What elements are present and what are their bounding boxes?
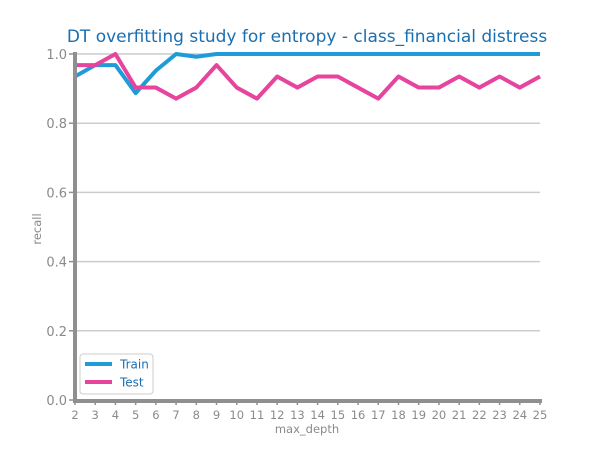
x-tick-label: 15 [331, 408, 346, 422]
x-tick-label: 9 [213, 408, 220, 422]
y-tick-label: 0.2 [46, 325, 67, 340]
x-ticks: 2 3 4 5 6 7 8 9 10 11 12 13 14 15 16 17 18 19 20 21 22 23 24 25 [71, 400, 547, 422]
y-tick-label: 0.6 [46, 186, 67, 201]
x-tick-label: 8 [193, 408, 200, 422]
y-axis-label: recall [30, 213, 44, 244]
x-tick-label: 24 [512, 408, 527, 422]
series-line-train [74, 52, 540, 96]
x-tick-label: 3 [92, 408, 99, 422]
y-tick-label: 1.0 [46, 48, 67, 63]
series-lines [74, 52, 541, 101]
x-tick-label: 12 [270, 408, 285, 422]
x-tick-label: 21 [452, 408, 467, 422]
x-tick-label: 23 [492, 408, 507, 422]
y-ticks: 0.0 0.2 0.4 0.6 0.8 1.0 [46, 48, 75, 409]
x-tick-label: 7 [172, 408, 179, 422]
y-tick-label: 0.8 [46, 117, 67, 132]
y-tick-label: 0.0 [46, 394, 67, 409]
x-tick-label: 10 [229, 408, 244, 422]
x-tick-label: 17 [371, 408, 386, 422]
series-line-test [75, 52, 541, 101]
x-tick-label: 19 [411, 408, 426, 422]
x-tick-label: 4 [112, 408, 119, 422]
x-tick-label: 20 [432, 408, 447, 422]
x-tick-label: 25 [533, 408, 548, 422]
x-tick-label: 18 [391, 408, 406, 422]
chart-title: DT overfitting study for entropy - class… [67, 27, 548, 47]
grid-lines [75, 53, 540, 401]
legend-label-test: Test [119, 376, 144, 390]
x-tick-label: 2 [71, 408, 78, 422]
x-axis-label: max_depth [275, 422, 339, 436]
x-tick-label: 11 [250, 408, 265, 422]
x-tick-label: 6 [152, 408, 159, 422]
x-tick-label: 13 [290, 408, 305, 422]
x-tick-label: 14 [310, 408, 325, 422]
x-tick-label: 16 [351, 408, 366, 422]
x-tick-label: 22 [472, 408, 487, 422]
legend: Train Test [79, 353, 154, 395]
x-tick-label: 5 [132, 408, 139, 422]
y-tick-label: 0.4 [46, 256, 67, 271]
axes [73, 52, 542, 403]
legend-label-train: Train [119, 358, 149, 372]
